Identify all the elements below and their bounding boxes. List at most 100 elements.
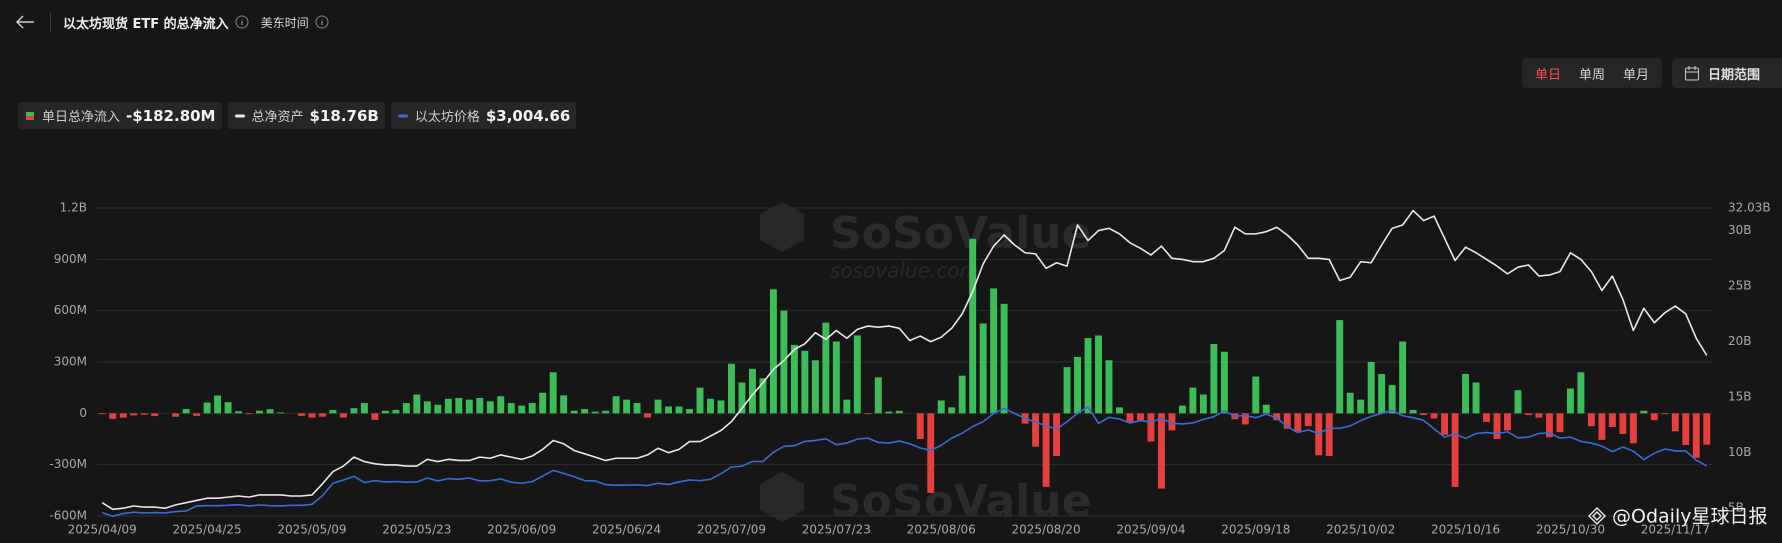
- bar: [1420, 413, 1428, 416]
- bar: [1116, 407, 1123, 414]
- legend-item[interactable]: 总净资产 $18.76B: [227, 102, 385, 129]
- bar: [1514, 390, 1522, 414]
- line: [101, 209, 1708, 511]
- bar: [738, 382, 746, 414]
- bar: [1451, 413, 1459, 487]
- info-icon[interactable]: [315, 15, 329, 29]
- bar: [1430, 413, 1438, 419]
- bar: [581, 409, 589, 414]
- bar: [811, 360, 819, 414]
- back-button[interactable]: [0, 0, 50, 44]
- line: [101, 406, 1708, 517]
- bar: [927, 413, 935, 493]
- bar: [1252, 376, 1260, 414]
- bar: [1074, 356, 1081, 414]
- bar: [266, 409, 274, 414]
- legend-item[interactable]: 单日总净流入 -$182.80M: [18, 102, 222, 129]
- bar: [717, 400, 725, 414]
- bar: [1210, 344, 1218, 414]
- bar: [1000, 303, 1008, 414]
- bar: [444, 398, 452, 414]
- bar: [675, 406, 683, 414]
- bar: [256, 410, 264, 414]
- bar: [193, 413, 201, 416]
- info-icon[interactable]: [235, 15, 249, 29]
- timezone: 美东时间: [260, 15, 309, 30]
- period-option[interactable]: 单月: [1622, 67, 1649, 83]
- y2-tick-label: 20B: [1728, 334, 1752, 348]
- bar: [1053, 413, 1061, 457]
- bar: [350, 408, 358, 414]
- y-tick-label: -300M: [49, 457, 87, 471]
- watermark-logo: [760, 472, 804, 522]
- bar: [1304, 413, 1312, 427]
- legend-label: 以太坊价格: [414, 110, 480, 125]
- bar: [1483, 413, 1490, 422]
- bar: [1294, 413, 1302, 433]
- x-tick-label: 2025/07/23: [802, 523, 871, 537]
- bar: [1661, 413, 1669, 415]
- bar: [214, 395, 222, 414]
- y2-tick-label: 15B: [1728, 390, 1752, 404]
- legend-latest-value: $18.76B: [309, 106, 379, 125]
- bar: [1042, 413, 1050, 487]
- bar: [465, 399, 473, 414]
- bar: [1367, 362, 1375, 414]
- y-tick-label: 300M: [54, 355, 87, 369]
- bar: [1220, 351, 1228, 414]
- bar: [1682, 413, 1690, 445]
- x-tick-label: 2025/09/18: [1221, 523, 1290, 537]
- bar: [1556, 413, 1564, 433]
- watermark-brand: SoSoValue: [830, 208, 1091, 259]
- bar: [1671, 413, 1679, 432]
- watermark-brand: SoSoValue: [830, 476, 1091, 527]
- calendar-icon: [1685, 66, 1699, 81]
- x-tick-label: 2025/10/30: [1536, 523, 1605, 537]
- y-tick-label: 0: [79, 406, 87, 420]
- bar: [119, 413, 127, 418]
- legend-swatch: [234, 114, 245, 117]
- bar: [822, 322, 830, 414]
- bar: [1336, 320, 1344, 414]
- x-tick-label: 2025/04/09: [68, 523, 137, 537]
- x-tick-label: 2025/10/02: [1326, 523, 1395, 537]
- bar: [319, 413, 326, 417]
- bar: [1504, 413, 1511, 431]
- bar: [476, 397, 484, 414]
- back-icon: [15, 15, 34, 29]
- bar: [1441, 413, 1449, 435]
- bar: [539, 392, 547, 414]
- bar: [151, 413, 159, 417]
- bar: [1577, 372, 1585, 414]
- bar: [549, 372, 557, 414]
- y2-tick-label: 32.03B: [1728, 201, 1771, 215]
- legend-latest-value: -$182.80M: [126, 106, 216, 125]
- bar: [109, 413, 117, 419]
- bar: [235, 411, 243, 414]
- bar: [1472, 382, 1480, 414]
- bar: [623, 399, 631, 414]
- bar: [790, 344, 798, 414]
- y-tick-label: 600M: [54, 303, 87, 317]
- period-option[interactable]: 单日: [1534, 67, 1561, 83]
- bar: [916, 413, 924, 439]
- period-option[interactable]: 单周: [1578, 67, 1605, 83]
- separator: [50, 12, 51, 32]
- bar: [1105, 360, 1113, 414]
- page-title: 以太坊现货 ETF 的总净流入: [63, 16, 229, 32]
- bar: [1063, 367, 1071, 414]
- bar: [612, 396, 620, 414]
- x-tick-label: 2025/06/09: [487, 523, 556, 537]
- bar: [224, 402, 232, 414]
- bar: [371, 413, 379, 420]
- bar: [759, 378, 767, 414]
- legend-item[interactable]: 以太坊价格 $3,004.66: [390, 102, 577, 129]
- bar: [1168, 413, 1176, 431]
- legend: 单日总净流入 -$182.80M 总净资产 $18.76B 以太坊价格 $3,004.66: [18, 102, 577, 129]
- bar: [1325, 413, 1333, 457]
- bar: [1357, 399, 1365, 414]
- x-tick-label: 2025/05/09: [277, 523, 346, 537]
- date-range-button[interactable]: 日期范围: [1672, 58, 1782, 88]
- bar: [140, 413, 148, 415]
